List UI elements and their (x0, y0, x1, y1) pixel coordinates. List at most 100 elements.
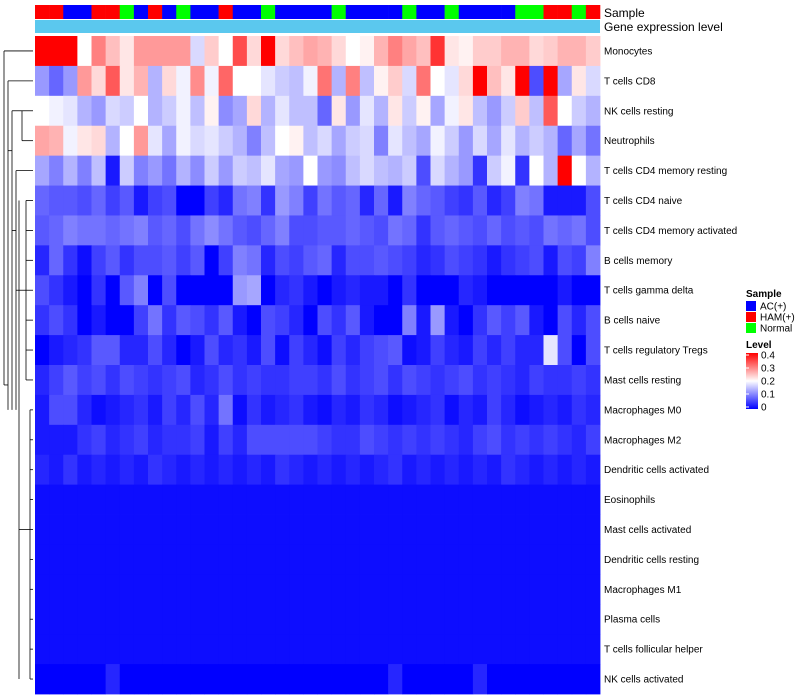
heatmap-cell (557, 305, 573, 336)
heatmap-cell (275, 155, 290, 186)
heatmap-cell (515, 484, 530, 515)
heatmap-cell (49, 604, 64, 635)
heatmap-cell (63, 36, 78, 67)
heatmap-cell (218, 245, 234, 276)
heatmap-cell (402, 125, 417, 157)
heatmap-cell (472, 65, 488, 97)
heatmap-cell (77, 664, 92, 695)
heatmap-cell (331, 394, 347, 426)
heatmap-cell (119, 36, 135, 67)
heatmap-cell (77, 95, 92, 127)
heatmap-cell (487, 634, 502, 665)
heatmap-cell (331, 424, 347, 456)
heatmap-cell (515, 36, 530, 67)
heatmap-cell (444, 65, 460, 97)
heatmap-cell (162, 305, 177, 336)
heatmap-cell (232, 424, 248, 456)
heatmap-cell (359, 335, 375, 366)
heatmap-cell (49, 454, 64, 486)
heatmap-cell (501, 95, 516, 127)
heatmap-cell (317, 95, 333, 127)
row-label: Dendritic cells resting (604, 555, 699, 566)
heatmap-cell (77, 634, 92, 665)
heatmap-cell (374, 36, 389, 67)
heatmap-cell (218, 305, 234, 336)
heatmap-cell (105, 305, 121, 336)
heatmap-cell (246, 125, 262, 157)
heatmap-cell (204, 634, 220, 665)
heatmap-cell (388, 215, 403, 246)
heatmap-cell (289, 305, 304, 336)
heatmap-cell (162, 634, 177, 665)
heatmap-cell (487, 484, 502, 515)
heatmap-cell (275, 544, 290, 575)
heatmap-cell (246, 574, 262, 605)
heatmap-cell (218, 514, 234, 545)
heatmap-cell (543, 394, 559, 426)
heatmap-cell (63, 245, 78, 276)
heatmap-cell (275, 424, 290, 456)
heatmap-cell (162, 95, 177, 127)
heatmap-cell (402, 305, 417, 336)
heatmap-cell (303, 634, 318, 665)
heatmap-cell (458, 544, 474, 575)
heatmap-cell (246, 634, 262, 665)
heatmap-cell (472, 664, 488, 695)
heatmap-cell (416, 544, 431, 575)
heatmap-cell (571, 215, 587, 246)
heatmap-cell (487, 394, 502, 426)
heatmap-cell (218, 634, 234, 665)
heatmap-cell (515, 95, 530, 127)
row-label: T cells gamma delta (604, 286, 694, 297)
heatmap-cell (261, 275, 276, 306)
heatmap-cell (119, 335, 135, 366)
heatmap-cell (190, 275, 205, 306)
heatmap-cell (49, 245, 64, 276)
heatmap-cell (444, 185, 460, 216)
heatmap-cell (388, 454, 403, 486)
heatmap-cell (176, 544, 191, 575)
heatmap-cell (359, 394, 375, 426)
heatmap-cell (458, 604, 474, 635)
heatmap-cell (204, 365, 220, 396)
heatmap-cell (261, 604, 276, 635)
heatmap-cell (359, 305, 375, 336)
heatmap-cell (430, 604, 446, 635)
heatmap-cell (501, 155, 516, 186)
heatmap-cell (133, 155, 149, 186)
heatmap-cell (176, 514, 191, 545)
heatmap-cell (557, 155, 573, 186)
heatmap-cell (190, 365, 205, 396)
heatmap-cell (430, 275, 446, 306)
heatmap-cell (119, 544, 135, 575)
heatmap-cell (374, 215, 389, 246)
heatmap-cell (162, 245, 177, 276)
heatmap-cell (162, 604, 177, 635)
heatmap-cell (176, 125, 191, 157)
heatmap-cell (218, 185, 234, 216)
row-label: NK cells activated (604, 675, 683, 686)
legend: Sample AC(+)HAM(+)Normal Level 0.4 0.3 0.2… (746, 289, 795, 414)
heatmap-cell (77, 514, 92, 545)
heatmap-cell (557, 454, 573, 486)
heatmap-cell (148, 36, 163, 67)
heatmap-cell (402, 155, 417, 186)
heatmap-cell (501, 664, 516, 695)
heatmap-cell (204, 245, 220, 276)
heatmap-cell (444, 574, 460, 605)
heatmap-cell (585, 544, 601, 575)
heatmap-cell (35, 335, 50, 366)
heatmap-cell (487, 604, 502, 635)
heatmap-cell (543, 664, 559, 695)
heatmap-cell (388, 604, 403, 635)
heatmap-cell (331, 275, 347, 306)
heatmap-cell (232, 634, 248, 665)
heatmap-cell (63, 335, 78, 366)
heatmap-cell (388, 484, 403, 515)
sample-cell (458, 5, 474, 19)
sample-cell (515, 5, 530, 19)
row-label: T cells CD8 (604, 76, 656, 87)
heatmap-cell (430, 125, 446, 157)
heatmap-cell (303, 394, 318, 426)
heatmap-cell (374, 95, 389, 127)
